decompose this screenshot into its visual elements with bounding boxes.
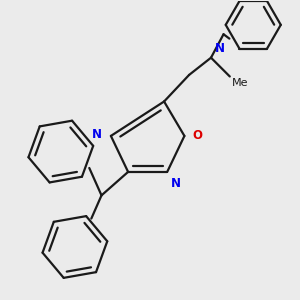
Text: Me: Me [232, 78, 249, 88]
Text: N: N [215, 42, 225, 55]
Text: N: N [92, 128, 102, 141]
Text: N: N [171, 177, 181, 190]
Text: O: O [192, 129, 202, 142]
